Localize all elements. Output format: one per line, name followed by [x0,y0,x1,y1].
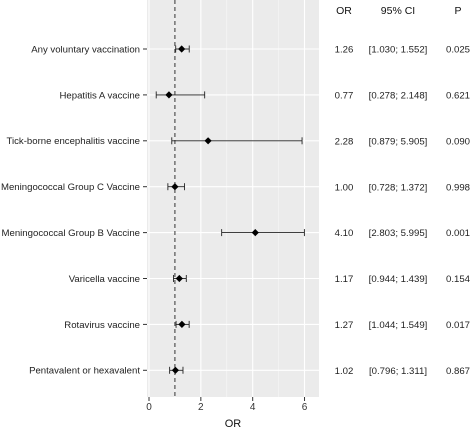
or-point [175,274,183,283]
or-value: 0.77 [335,91,354,102]
ci-value: [1.044; 1.549] [369,320,428,331]
row-mark [221,229,305,237]
row-label: Any voluntary vaccination [31,44,140,55]
row-label: Varicella vaccine [69,274,140,285]
or-point [165,91,173,99]
x-axis: 0 2 4 6 [146,397,308,413]
or-point [178,45,186,53]
header-or: OR [336,5,352,17]
or-value: 1.27 [335,320,354,331]
or-point [251,229,259,237]
header-ci: 95% CI [381,5,415,17]
or-point [171,366,180,374]
or-value: 1.17 [335,274,354,285]
p-value: 0.998 [446,182,470,193]
p-value: 0.621 [446,91,470,102]
p-value: 0.001 [446,228,470,239]
or-value: 1.00 [335,182,354,193]
x-tick-label: 4 [250,402,256,413]
x-axis-title: OR [225,418,242,430]
row-label: Pentavalent or hexavalent [29,366,140,377]
p-value: 0.154 [446,274,471,285]
row-label: Tick-borne encephalitis vaccine [7,136,141,147]
ci-value: [0.879; 5.905] [369,136,428,147]
row-mark [169,366,184,374]
p-value: 0.017 [446,320,470,331]
row-mark [155,91,206,99]
data-marks [155,45,305,374]
or-value: 2.28 [335,136,354,147]
row-labels: Any voluntary vaccination Hepatitis A vac… [1,44,147,377]
or-point [178,320,186,328]
ci-value: [2.803; 5.995] [369,228,428,239]
or-value: 4.10 [335,228,354,239]
row-mark [175,320,190,328]
ci-value: [0.796; 1.311] [369,366,427,377]
x-tick-label: 2 [198,402,204,413]
stats-table: OR 95% CI P 1.26 [1.030; 1.552] 0.025 0.77 [… [335,5,471,377]
or-point [204,137,212,145]
row-mark [167,183,186,191]
row-label: Hepatitis A vaccine [59,90,140,101]
row-mark [175,45,190,53]
or-point [171,183,179,191]
ci-value: [0.944; 1.439] [369,274,428,285]
x-tick-label: 0 [146,402,152,413]
p-value: 0.867 [446,366,470,377]
x-tick-label: 6 [302,402,308,413]
or-value: 1.02 [335,366,354,377]
plot-panel [147,0,319,397]
p-value: 0.090 [446,136,470,147]
row-mark [173,274,187,283]
row-label: Meningococcal Group B Vaccine [2,228,140,239]
header-p: P [454,5,461,17]
row-label: Rotavirus vaccine [64,320,140,331]
row-mark [171,137,303,145]
ci-value: [0.728; 1.372] [369,182,428,193]
p-value: 0.025 [446,45,470,56]
row-label: Meningococcal Group C Vaccine [1,182,140,193]
ci-value: [0.278; 2.148] [369,91,428,102]
or-value: 1.26 [335,45,354,56]
ci-value: [1.030; 1.552] [369,45,428,56]
